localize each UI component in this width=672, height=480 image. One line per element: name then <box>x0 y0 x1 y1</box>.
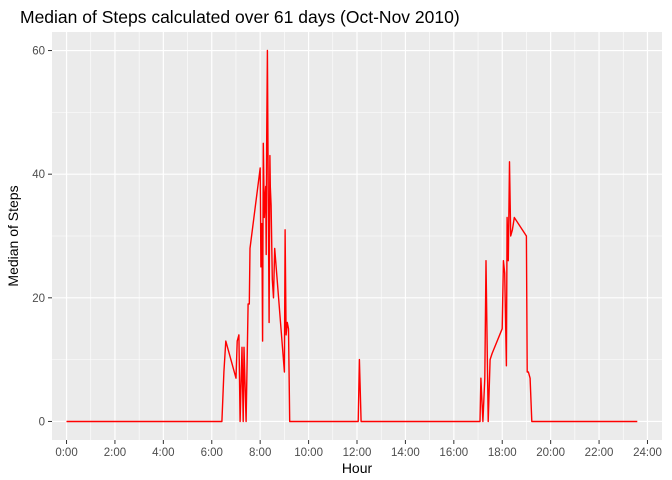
x-tick-label: 24:00 <box>633 447 662 459</box>
x-tick-label: 18:00 <box>488 447 517 459</box>
series-line-layer <box>66 49 638 423</box>
x-tick-label: 14:00 <box>391 447 420 459</box>
x-tick-label: 16:00 <box>439 447 468 459</box>
x-tick-label: 22:00 <box>585 447 614 459</box>
x-tick-label: 10:00 <box>294 447 323 459</box>
chart-title: Median of Steps calculated over 61 days … <box>20 7 460 27</box>
x-axis-title: Hour <box>342 460 373 476</box>
x-tick-label: 20:00 <box>536 447 565 459</box>
y-axis: 0 20 40 60 <box>32 46 52 428</box>
y-tick-label: 60 <box>32 46 45 58</box>
y-axis-title: Median of Steps <box>5 185 21 286</box>
x-axis: 0:00 2:00 4:00 6:00 8:00 10:00 12:00 14:00 16:00… <box>55 440 662 459</box>
x-tick-label: 8:00 <box>249 447 271 459</box>
x-tick-label: 0:00 <box>55 447 77 459</box>
y-tick-label: 20 <box>32 293 45 305</box>
y-tick-label: 0 <box>39 416 45 428</box>
x-tick-label: 12:00 <box>343 447 372 459</box>
median-steps-line <box>66 49 638 423</box>
x-tick-label: 2:00 <box>104 447 126 459</box>
x-tick-label: 4:00 <box>152 447 174 459</box>
x-tick-label: 6:00 <box>201 447 223 459</box>
y-tick-label: 40 <box>32 169 45 181</box>
